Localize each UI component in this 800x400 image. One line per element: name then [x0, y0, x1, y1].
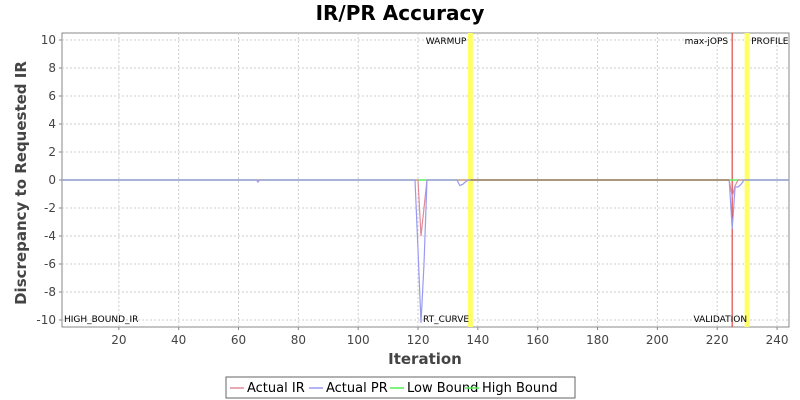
y-tick-label: -10 — [36, 313, 56, 327]
y-axis-label: Discrepancy to Requested IR — [12, 61, 30, 305]
x-tick-label: 220 — [706, 333, 729, 347]
x-tick-label: 60 — [231, 333, 246, 347]
legend: Actual IR Actual PR Low Bound High Bound — [225, 376, 576, 399]
y-tick-label: -8 — [44, 285, 56, 299]
x-tick-label: 200 — [646, 333, 669, 347]
y-tick-label: -2 — [44, 201, 56, 215]
legend-entry: High Bound — [482, 381, 558, 396]
marker-label: VALIDATION — [694, 315, 748, 325]
y-tick-label: -4 — [44, 229, 56, 243]
plot-area: -10 -8 -6 -4 -2 0 2 4 6 8 10 20 40 60 80 100 120 140 160 18… — [36, 32, 790, 347]
marker-label: WARMUP — [426, 37, 467, 47]
legend-entry: Low Bound — [407, 381, 478, 396]
y-tick-label: -6 — [44, 257, 56, 271]
y-tick-label: 4 — [48, 117, 56, 131]
x-tick-label: 180 — [586, 333, 609, 347]
legend-entry: Actual PR — [326, 381, 388, 396]
series-line-actual-pr — [62, 179, 789, 323]
marker-label: RT_CURVE — [423, 315, 469, 325]
x-tick-label: 80 — [291, 333, 306, 347]
y-tick-label: 2 — [48, 145, 56, 159]
x-tick-label: 140 — [466, 333, 489, 347]
legend-entry: Actual IR — [247, 381, 305, 396]
y-tick-label: 6 — [48, 89, 56, 103]
x-tick-label: 120 — [407, 333, 430, 347]
y-tick-label: 10 — [41, 33, 56, 47]
marker-label: PROFILE — [751, 37, 789, 47]
x-tick-label: 160 — [526, 333, 549, 347]
x-axis-label: Iteration — [388, 350, 462, 368]
y-tick-label: 8 — [48, 61, 56, 75]
marker-label: max-jOPS — [685, 37, 729, 47]
x-tick-label: 40 — [171, 333, 186, 347]
x-tick-label: 20 — [111, 333, 126, 347]
x-tick-label: 100 — [347, 333, 370, 347]
chart-title: IR/PR Accuracy — [316, 1, 485, 25]
x-tick-label: 240 — [766, 333, 789, 347]
y-tick-label: 0 — [48, 173, 56, 187]
marker-label: HIGH_BOUND_IR — [64, 315, 138, 325]
